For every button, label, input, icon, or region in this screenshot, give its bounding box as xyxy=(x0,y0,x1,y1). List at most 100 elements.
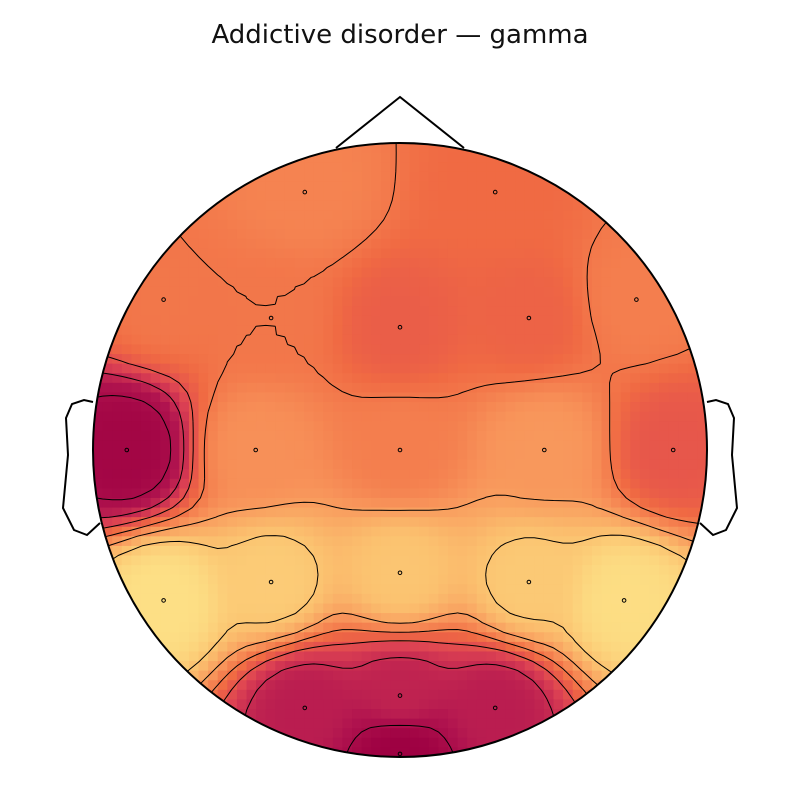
heat-cell xyxy=(505,190,516,202)
heat-cell xyxy=(630,574,641,585)
heat-cell xyxy=(428,536,439,547)
heat-cell xyxy=(505,632,516,643)
heat-cell xyxy=(591,162,603,173)
heat-cell xyxy=(371,363,382,374)
heat-cell xyxy=(121,497,132,509)
heat-cell xyxy=(438,143,449,154)
heat-cell xyxy=(486,709,497,720)
heat-cell xyxy=(313,143,324,154)
heat-cell xyxy=(678,613,689,624)
heat-cell xyxy=(313,632,324,643)
heat-cell xyxy=(294,440,305,451)
heat-cell xyxy=(620,411,631,422)
heat-cell xyxy=(380,171,391,182)
heat-cell xyxy=(419,728,430,739)
heat-cell xyxy=(524,593,535,605)
heat-cell xyxy=(697,363,707,374)
heat-cell xyxy=(659,238,670,250)
heat-cell xyxy=(112,277,123,288)
heat-cell xyxy=(601,392,612,403)
heat-cell xyxy=(687,613,698,624)
heat-cell xyxy=(438,258,449,269)
heat-cell xyxy=(246,267,257,278)
heat-cell xyxy=(620,277,631,288)
heat-cell xyxy=(409,248,420,259)
heat-cell xyxy=(246,325,257,336)
heat-cell xyxy=(323,689,334,701)
heat-cell xyxy=(678,382,689,394)
heat-cell xyxy=(140,334,152,346)
heat-cell xyxy=(591,670,603,681)
heat-cell xyxy=(553,603,564,614)
heat-cell xyxy=(121,238,132,250)
heat-cell xyxy=(208,229,219,240)
heat-cell xyxy=(428,354,439,365)
heat-cell xyxy=(342,651,353,662)
heat-cell xyxy=(246,430,257,441)
heat-cell xyxy=(678,162,689,173)
heat-cell xyxy=(428,277,439,288)
heat-cell xyxy=(169,325,180,336)
heat-cell xyxy=(428,430,439,441)
heat-cell xyxy=(620,747,631,757)
heat-cell xyxy=(553,171,564,182)
heat-cell xyxy=(294,584,305,595)
heat-cell xyxy=(572,593,583,605)
heat-cell xyxy=(467,315,478,326)
heat-cell xyxy=(150,363,161,374)
heat-cell xyxy=(495,277,507,288)
heat-cell xyxy=(553,152,564,163)
heat-cell xyxy=(591,238,603,250)
heat-cell xyxy=(620,632,631,643)
heat-cell xyxy=(361,718,372,729)
heat-cell xyxy=(649,478,660,489)
heat-cell xyxy=(649,315,660,326)
heat-cell xyxy=(342,613,353,624)
heat-cell xyxy=(486,334,497,346)
heat-cell xyxy=(678,190,689,202)
heat-cell xyxy=(687,373,698,384)
heat-cell xyxy=(208,699,219,710)
heat-cell xyxy=(112,238,123,250)
heat-cell xyxy=(246,709,257,720)
heat-cell xyxy=(102,296,113,307)
heat-cell xyxy=(486,478,497,489)
heat-cell xyxy=(582,478,593,489)
heat-cell xyxy=(649,306,660,317)
heat-cell xyxy=(323,334,334,346)
heat-cell xyxy=(438,488,449,499)
heat-cell xyxy=(131,373,142,384)
heat-cell xyxy=(275,565,286,576)
heat-cell xyxy=(486,536,497,547)
heat-cell xyxy=(294,507,305,518)
heat-cell xyxy=(112,555,123,566)
heat-cell xyxy=(534,450,545,461)
heat-cell xyxy=(601,344,612,355)
heat-cell xyxy=(591,296,603,307)
heat-cell xyxy=(371,450,382,461)
heat-cell xyxy=(563,152,574,163)
heat-cell xyxy=(438,622,449,633)
heat-cell xyxy=(601,497,612,509)
heat-cell xyxy=(140,440,152,451)
heat-cell xyxy=(304,450,315,461)
heat-cell xyxy=(620,728,631,739)
heat-cell xyxy=(179,229,190,240)
heat-cell xyxy=(304,267,315,278)
heat-cell xyxy=(294,229,305,240)
heat-cell xyxy=(543,497,555,509)
heat-cell xyxy=(352,555,363,566)
heat-cell xyxy=(668,670,679,681)
heat-cell xyxy=(678,469,689,480)
heat-cell xyxy=(687,574,698,585)
heat-cell xyxy=(275,574,286,585)
heat-cell xyxy=(601,363,612,374)
heat-cell xyxy=(457,728,468,739)
heat-cell xyxy=(543,200,555,211)
heat-cell xyxy=(572,392,583,403)
heat-cell xyxy=(294,536,305,547)
heat-cell xyxy=(121,565,132,576)
heat-cell xyxy=(361,286,372,298)
heat-cell xyxy=(400,143,411,154)
heat-cell xyxy=(371,728,382,739)
